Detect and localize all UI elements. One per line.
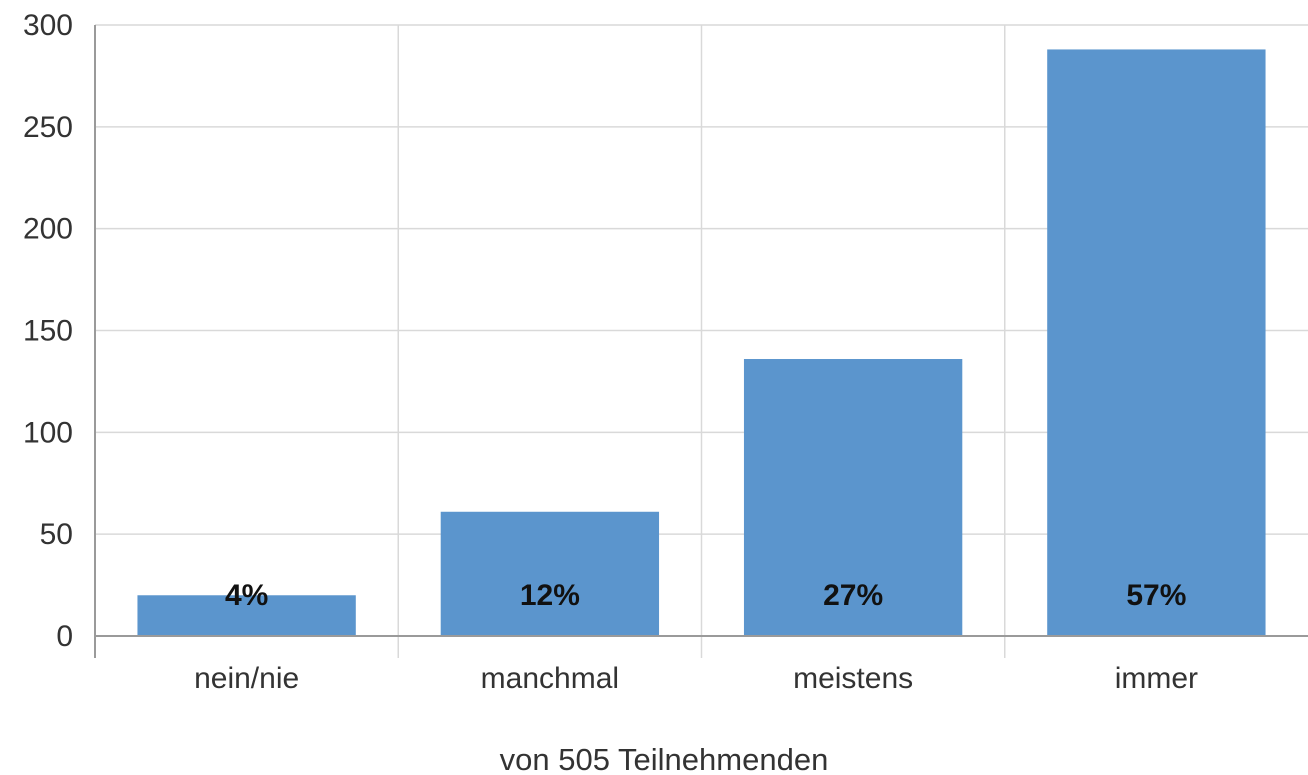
bar-data-label: 12%	[520, 579, 580, 612]
labels: 0 50 100 150 200 250 300 4% nein/nie 12% manchmal 2…	[23, 9, 1198, 695]
x-category-label: manchmal	[481, 662, 619, 695]
x-axis-title: von 505 Teilnehmenden	[500, 742, 829, 775]
bar	[137, 595, 356, 636]
x-category-label: nein/nie	[194, 662, 299, 695]
x-category-label: meistens	[793, 662, 913, 695]
bars	[137, 49, 1266, 636]
bar-data-label: 57%	[1126, 579, 1186, 612]
grid-lines	[95, 24, 1308, 658]
y-tick-label: 250	[23, 111, 73, 144]
bar-data-label: 27%	[823, 579, 883, 612]
y-tick-label: 0	[56, 620, 73, 653]
y-tick-label: 50	[40, 518, 73, 551]
y-tick-label: 200	[23, 213, 73, 246]
bar	[1047, 49, 1266, 636]
y-tick-label: 100	[23, 416, 73, 449]
axes	[94, 25, 1308, 658]
y-tick-label: 150	[23, 315, 73, 348]
bar	[440, 511, 660, 636]
x-category-label: immer	[1115, 662, 1198, 695]
bar	[743, 359, 963, 636]
bar-data-label: 4%	[225, 579, 268, 612]
y-tick-label: 300	[23, 9, 73, 42]
